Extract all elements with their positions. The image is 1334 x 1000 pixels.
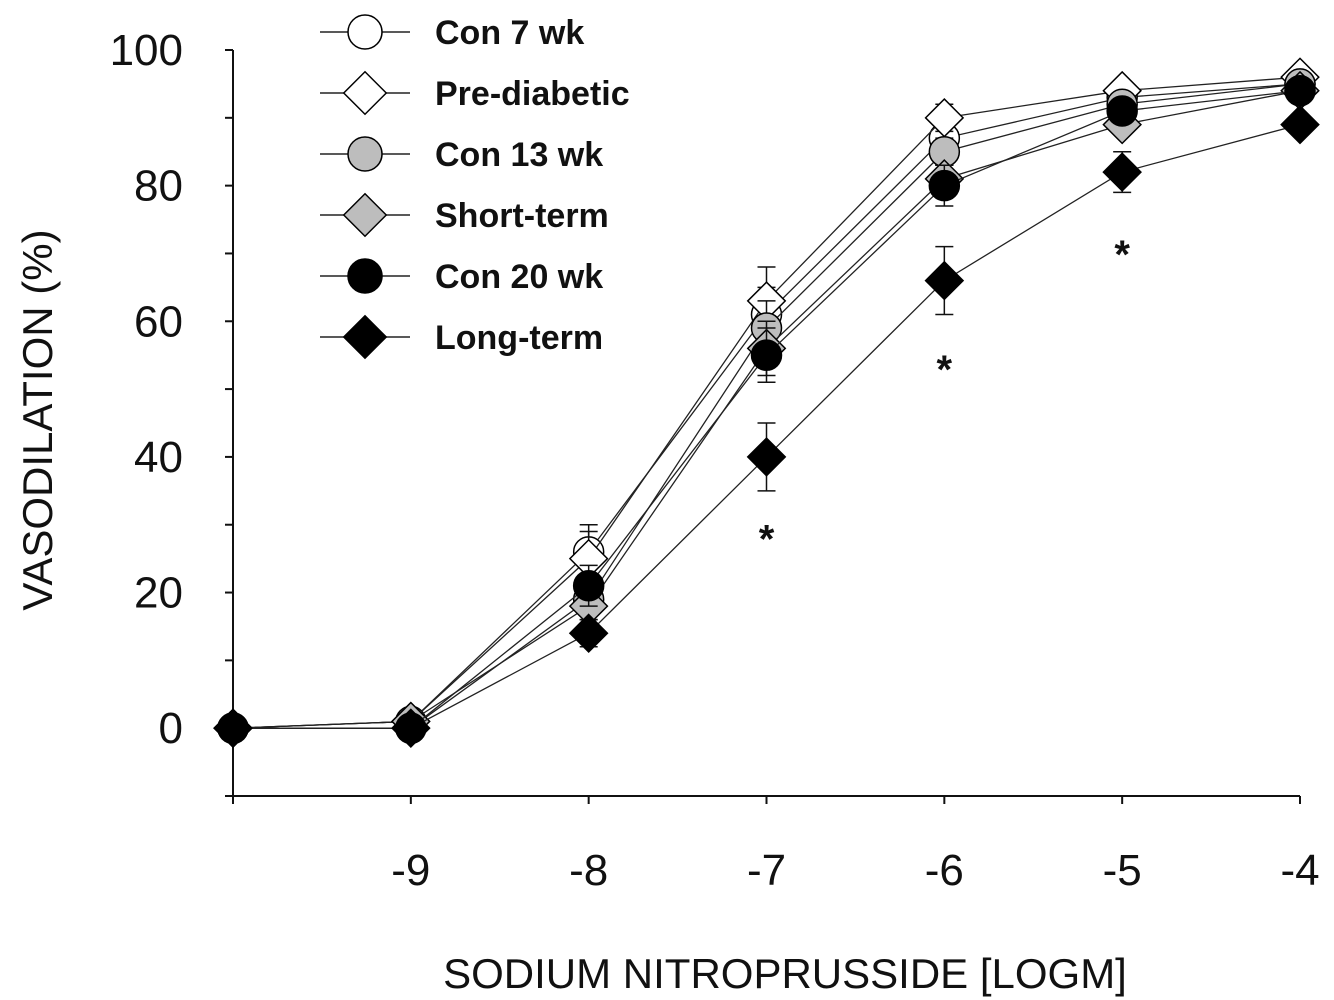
y-tick-label: 0 — [159, 704, 183, 753]
series-2 — [217, 68, 1316, 744]
legend-label: Long-term — [435, 319, 603, 357]
legend-marker — [347, 136, 383, 172]
data-point — [568, 613, 609, 654]
legend-item: Pre-diabetic — [320, 70, 630, 116]
y-tick-label: 100 — [110, 26, 183, 75]
data-point — [1284, 74, 1316, 107]
x-tick-label: -4 — [1280, 846, 1319, 895]
data-point — [928, 169, 961, 202]
axes: 0 20 40 60 80 100 -9 -8 -7 -6 -5 -4 — [110, 26, 1320, 895]
series-line — [233, 83, 1301, 729]
legend-marker — [342, 314, 388, 360]
x-tick-label: -7 — [747, 846, 786, 895]
legend-item: Long-term — [320, 314, 603, 360]
data-point — [750, 339, 783, 371]
legend-label: Con 7 wk — [435, 14, 584, 52]
data-point — [391, 708, 431, 748]
series-line — [232, 76, 1301, 729]
series-line — [232, 90, 1301, 729]
significance-marker: * — [1114, 233, 1130, 277]
x-tick-label: -9 — [391, 846, 430, 895]
legend-marker — [347, 14, 383, 50]
legend-marker — [342, 70, 388, 116]
legend-item: Con 13 wk — [320, 136, 603, 174]
legend-label: Con 13 wk — [435, 136, 603, 174]
legend: Con 7 wk Pre-diabetic Con 13 wk Short-term C… — [320, 14, 630, 360]
series-layer — [213, 57, 1320, 748]
y-axis-title: VASODILATION (%) — [14, 229, 61, 610]
y-tick-label: 20 — [134, 569, 183, 618]
data-point — [213, 708, 253, 748]
data-point — [572, 570, 605, 602]
series-4 — [217, 74, 1316, 744]
series-0 — [217, 68, 1316, 744]
series-3 — [213, 70, 1320, 748]
legend-marker — [347, 258, 383, 294]
legend-item: Con 7 wk — [320, 14, 584, 52]
data-point — [1280, 104, 1320, 145]
series-5 — [213, 104, 1320, 748]
y-tick-label: 60 — [134, 297, 183, 346]
significance-marker: * — [937, 348, 953, 392]
significance-marker: * — [759, 518, 775, 562]
x-axis-title: SODIUM NITROPRUSSIDE [LOGM] — [443, 950, 1127, 997]
x-tick-label: -8 — [569, 846, 608, 895]
legend-label: Con 20 wk — [435, 258, 603, 296]
legend-marker — [342, 192, 388, 238]
x-tick-label: -6 — [925, 846, 964, 895]
data-point — [746, 437, 787, 477]
legend-item: Con 20 wk — [320, 258, 603, 296]
series-line — [232, 83, 1301, 729]
legend-label: Short-term — [435, 197, 609, 235]
legend-label: Pre-diabetic — [435, 75, 630, 113]
legend-item: Short-term — [320, 192, 609, 238]
x-tick-label: -5 — [1103, 846, 1142, 895]
annotation-layer: * * * — [759, 233, 1131, 562]
data-point — [1106, 95, 1138, 127]
y-tick-label: 40 — [134, 433, 183, 482]
data-point — [1102, 152, 1142, 192]
series-line — [233, 90, 1301, 729]
y-tick-label: 80 — [134, 162, 183, 211]
data-point — [924, 260, 965, 301]
